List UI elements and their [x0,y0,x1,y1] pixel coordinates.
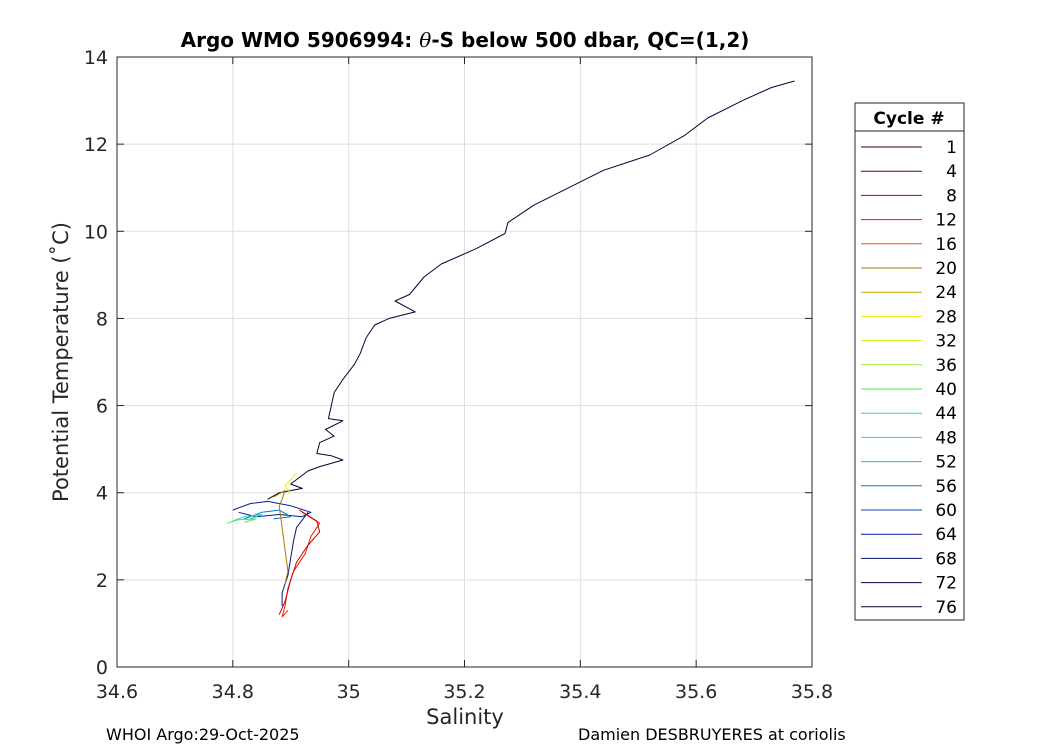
title-prefix: Argo WMO 5906994: [181,28,420,52]
series-line-cycle-20 [273,490,289,585]
legend-label-cycle-72: 72 [935,574,957,594]
y-tick-label: 10 [84,221,108,243]
legend-label-cycle-28: 28 [935,307,957,327]
legend-label-cycle-20: 20 [935,259,957,279]
y-tick-label: 4 [96,483,108,505]
y-axis-ticks: 0 2 4 6 8 10 12 14 [84,47,812,679]
x-tick-label: 35.6 [675,681,717,703]
legend-title: Cycle # [873,109,944,129]
series-line-cycle-48 [232,514,263,522]
legend-label-cycle-52: 52 [935,453,957,473]
legend-label-cycle-32: 32 [935,332,957,352]
legend-label-cycle-68: 68 [935,549,957,569]
series-line-cycle-68 [281,511,309,606]
series-line-cycle-40 [226,518,257,524]
legend-label-cycle-24: 24 [935,283,957,303]
series-line-cycle-28 [284,472,297,494]
legend-label-cycle-12: 12 [935,211,957,231]
y-tick-label: 2 [96,570,108,592]
legend-label-cycle-8: 8 [946,186,957,206]
y-tick-label: 14 [84,47,108,69]
legend-label-cycle-64: 64 [935,525,957,545]
y-tick-label: 8 [96,308,108,330]
legend-label-cycle-1: 1 [946,138,957,158]
y-tick-label: 12 [84,134,108,156]
x-tick-label: 34.8 [212,681,254,703]
series-line-cycle-8 [278,509,321,615]
title-theta-symbol: θ [419,28,431,52]
y-tick-label: 6 [96,396,108,418]
legend-label-cycle-40: 40 [935,380,957,400]
footer-author: Damien DESBRUYERES at coriolis [578,725,846,744]
chart-title: Argo WMO 5906994: θ-S below 500 dbar, QC… [181,28,750,52]
grid [117,57,812,667]
legend-label-cycle-16: 16 [935,235,957,255]
legend-label-cycle-48: 48 [935,428,957,448]
legend-label-cycle-76: 76 [935,598,957,618]
legend: Cycle # 14812162024283236404448525660646… [854,102,965,621]
y-tick-label: 0 [96,657,108,679]
series-layer [226,80,795,618]
x-tick-label: 34.6 [96,681,138,703]
x-axis-label: Salinity [426,705,504,729]
x-tick-label: 35.8 [791,681,833,703]
x-tick-label: 35 [337,681,361,703]
y-axis-label: Potential Temperature (˚C) [49,222,73,502]
series-line-cycle-64 [232,500,312,518]
x-tick-label: 35.2 [443,681,485,703]
legend-label-cycle-60: 60 [935,501,957,521]
series-line-cycle-56 [244,509,292,520]
series-line-cycle-76 [267,80,795,500]
x-axis-ticks: 34.6 34.8 35 35.2 35.4 35.6 35.8 [96,57,833,703]
legend-label-cycle-4: 4 [946,162,957,182]
footer-source-date: WHOI Argo:29-Oct-2025 [106,725,300,744]
title-suffix: -S below 500 dbar, QC=(1,2) [431,28,749,52]
legend-label-cycle-56: 56 [935,477,957,497]
legend-label-cycle-36: 36 [935,356,957,376]
x-tick-label: 35.4 [559,681,601,703]
legend-label-cycle-44: 44 [935,404,957,424]
